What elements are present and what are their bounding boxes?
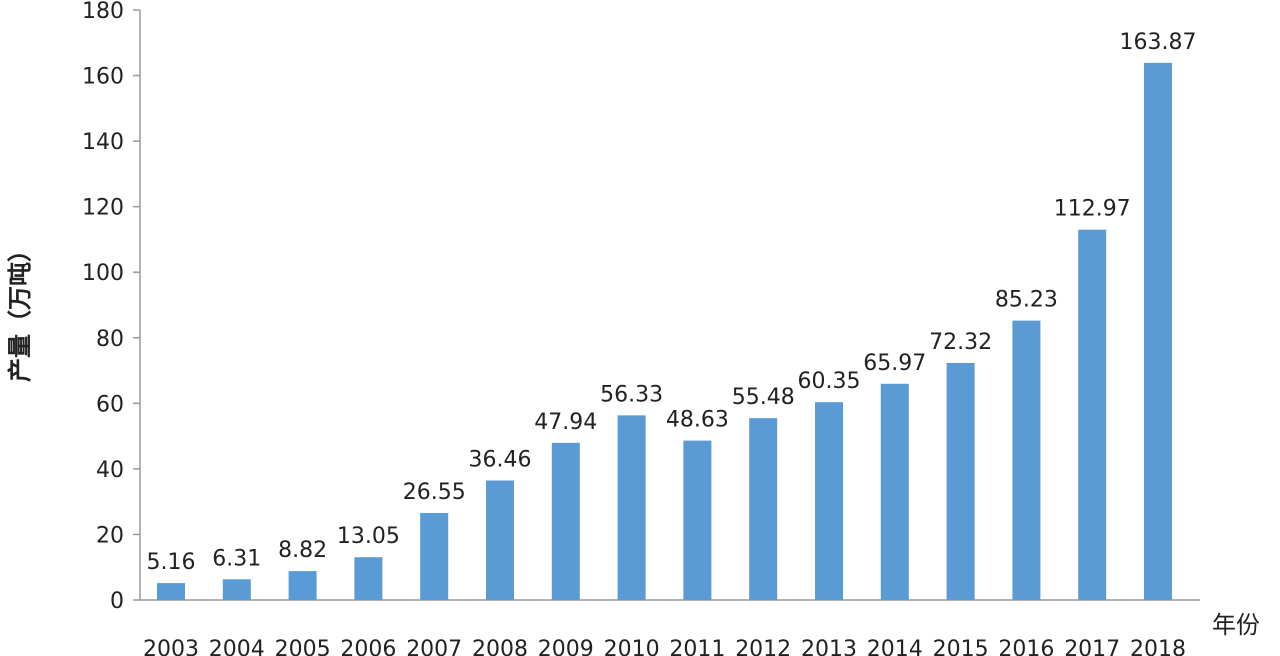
y-tick-label: 120 <box>82 196 124 221</box>
x-tick-label: 2018 <box>1130 637 1186 656</box>
bar <box>354 557 383 600</box>
bar <box>551 442 580 600</box>
bar <box>617 415 646 600</box>
data-label: 55.48 <box>732 385 795 410</box>
bar <box>486 480 514 600</box>
x-tick-label: 2017 <box>1064 637 1120 656</box>
bar <box>222 579 251 600</box>
bar <box>880 383 909 600</box>
data-label: 48.63 <box>666 408 729 433</box>
y-tick-label: 20 <box>96 523 124 548</box>
data-label: 163.87 <box>1120 30 1197 55</box>
data-label: 60.35 <box>798 369 861 394</box>
data-label: 26.55 <box>403 480 466 505</box>
y-tick-label: 160 <box>82 65 124 90</box>
x-tick-label: 2013 <box>801 637 857 656</box>
data-label: 36.46 <box>469 447 532 472</box>
y-axis: 0 20 40 60 80 100 120 140 160 180 <box>82 0 1200 614</box>
x-tick-label: 2010 <box>604 637 660 656</box>
bar <box>1144 62 1172 601</box>
x-tick-label: 2005 <box>275 637 331 656</box>
y-axis-label: 产量（万吨） <box>6 238 34 382</box>
x-tick-label: 2015 <box>933 637 989 656</box>
y-tick-label: 0 <box>110 589 124 614</box>
data-label: 47.94 <box>534 410 597 435</box>
data-label: 72.32 <box>929 330 992 355</box>
x-axis-label: 年份 <box>1212 611 1260 639</box>
x-tick-label: 2007 <box>406 637 462 656</box>
x-tick-label: 2004 <box>209 637 265 656</box>
data-label: 8.82 <box>278 538 327 563</box>
y-tick-label: 100 <box>82 261 124 286</box>
data-labels: 5.16 6.31 8.82 13.0526.5536.4647.9456.3348.… <box>147 30 1197 575</box>
data-label: 13.05 <box>337 524 400 549</box>
data-label: 5.16 <box>147 550 196 575</box>
bar <box>420 512 449 600</box>
data-label: 56.33 <box>600 382 663 407</box>
bar <box>1078 229 1107 600</box>
bar <box>683 440 712 600</box>
x-tick-label: 2006 <box>340 637 396 656</box>
x-tick-label: 2016 <box>998 637 1054 656</box>
data-label: 65.97 <box>863 351 926 376</box>
bar <box>288 571 317 600</box>
bar <box>946 362 975 600</box>
y-tick-label: 80 <box>96 327 124 352</box>
x-tick-label: 2014 <box>867 637 923 656</box>
x-tick-label: 2011 <box>669 637 725 656</box>
x-tick-label: 2009 <box>538 637 594 656</box>
y-tick-label: 140 <box>82 130 124 155</box>
x-axis: 2003 2004 2005 2006 2007 2008 2009 2010 2011 2012… <box>143 637 1186 656</box>
x-tick-label: 2003 <box>143 637 199 656</box>
y-tick-label: 60 <box>96 392 124 417</box>
data-label: 112.97 <box>1054 197 1131 222</box>
bar <box>749 418 778 600</box>
y-tick-label: 40 <box>96 458 124 483</box>
bar <box>157 583 185 600</box>
y-tick-label: 180 <box>82 0 124 24</box>
x-tick-label: 2008 <box>472 637 528 656</box>
data-label: 85.23 <box>995 288 1058 313</box>
bar <box>815 402 843 600</box>
bars <box>157 62 1172 601</box>
data-label: 6.31 <box>212 546 261 571</box>
bar <box>1012 320 1041 600</box>
x-tick-label: 2012 <box>735 637 791 656</box>
